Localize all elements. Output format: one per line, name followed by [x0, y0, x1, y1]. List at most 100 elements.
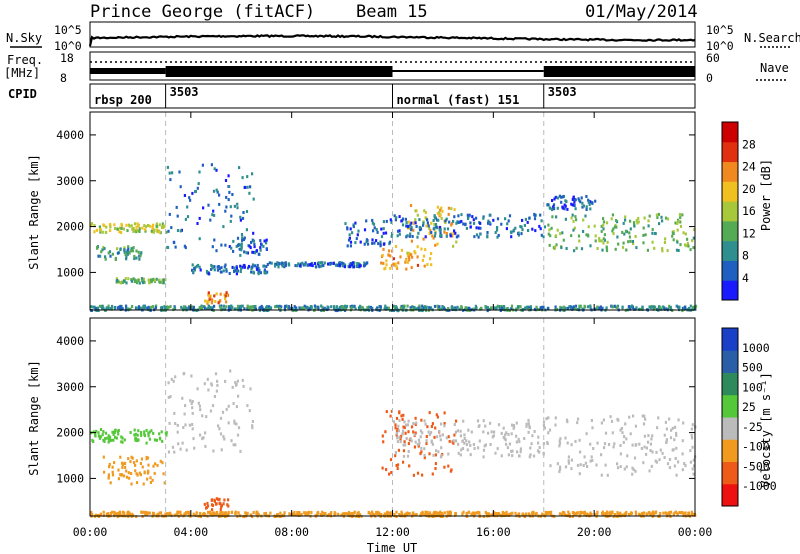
echo-cell — [422, 221, 425, 225]
echo-cell — [600, 473, 603, 477]
echo-cell — [358, 307, 361, 311]
echo-cell — [670, 428, 673, 432]
echo-cell — [414, 307, 417, 311]
echo-cell — [317, 307, 320, 311]
echo-cell — [690, 436, 694, 440]
echo-cell — [230, 246, 233, 250]
echo-cell — [363, 228, 367, 232]
echo-cell — [94, 307, 97, 311]
echo-cell — [263, 268, 266, 272]
echo-cell — [249, 387, 252, 391]
echo-cell — [568, 305, 571, 309]
echo-cell — [148, 511, 151, 515]
echo-cell — [561, 510, 565, 514]
echo-cell — [182, 307, 185, 311]
echo-cell — [571, 213, 574, 217]
echo-cell — [644, 417, 647, 421]
echo-cell — [661, 247, 664, 251]
echo-cell — [675, 248, 679, 252]
echo-cell — [530, 442, 533, 446]
colorbar-swatch — [722, 280, 738, 301]
echo-cell — [131, 456, 134, 460]
echo-cell — [102, 223, 105, 227]
echo-cell — [109, 223, 112, 227]
echo-cell — [237, 243, 240, 247]
echo-cell — [142, 277, 145, 281]
echo-cell — [555, 215, 558, 219]
echo-cell — [395, 265, 398, 269]
echo-cell — [637, 220, 640, 224]
echo-cell — [589, 244, 592, 248]
echo-cell — [601, 510, 604, 514]
echo-cell — [348, 233, 351, 237]
echo-cell — [111, 470, 114, 474]
echo-cell — [431, 472, 434, 476]
echo-cell — [379, 305, 382, 309]
echo-cell — [141, 226, 144, 230]
echo-cell — [213, 304, 216, 308]
echo-cell — [225, 305, 228, 309]
echo-cell — [510, 231, 513, 235]
echo-cell — [221, 307, 224, 311]
echo-cell — [199, 408, 202, 412]
echo-cell — [236, 379, 239, 383]
echo-cell — [587, 198, 590, 202]
echo-cell — [322, 512, 325, 516]
station-title: Prince George (fitACF) — [90, 2, 315, 22]
echo-cell — [596, 512, 599, 516]
echo-cell — [570, 202, 573, 206]
echo-cell — [303, 304, 306, 308]
echo-cell — [227, 510, 230, 514]
echo-cell — [394, 218, 397, 222]
echo-cell — [230, 439, 233, 443]
echo-cell — [182, 305, 186, 309]
echo-cell — [642, 233, 645, 237]
echo-cell — [601, 306, 604, 310]
echo-cell — [303, 262, 306, 266]
echo-cell — [380, 227, 383, 231]
echo-cell — [336, 264, 339, 268]
echo-cell — [220, 270, 223, 274]
echo-cell — [293, 305, 296, 309]
echo-cell — [422, 223, 425, 227]
echo-cell — [176, 423, 179, 427]
nave-bar-day — [165, 66, 393, 77]
echo-cell — [679, 216, 682, 220]
echo-cell — [198, 306, 201, 309]
echo-cell — [163, 305, 166, 309]
echo-cell — [658, 222, 661, 226]
echo-cell — [634, 424, 637, 428]
echo-cell — [663, 307, 666, 311]
echo-cell — [434, 467, 437, 470]
freq-label-1: Freq. — [7, 53, 43, 67]
echo-cell — [394, 423, 397, 427]
echo-cell — [573, 249, 576, 253]
echo-cell — [239, 215, 242, 219]
echo-cell — [109, 229, 112, 233]
echo-cell — [407, 220, 410, 224]
echo-cell — [634, 235, 637, 238]
echo-cell — [393, 214, 396, 218]
echo-cell — [205, 415, 208, 419]
echo-cell — [576, 417, 580, 421]
echo-cell — [130, 224, 133, 228]
echo-cell — [453, 215, 456, 219]
echo-cell — [681, 452, 684, 456]
echo-cell — [121, 440, 124, 444]
echo-cell — [601, 248, 604, 252]
echo-cell — [161, 439, 164, 443]
echo-cell — [410, 221, 413, 225]
echo-cell — [99, 512, 102, 516]
echo-cell — [143, 430, 146, 434]
echo-cell — [109, 254, 112, 258]
echo-cell — [222, 435, 225, 439]
echo-cell — [602, 223, 605, 227]
echo-cell — [418, 305, 421, 309]
echo-cell — [115, 277, 118, 281]
echo-cell — [373, 241, 376, 245]
echo-cell — [218, 427, 221, 431]
echo-cell — [447, 212, 450, 216]
echo-cell — [455, 240, 458, 244]
echo-cell — [432, 236, 435, 240]
echo-cell — [580, 196, 583, 200]
